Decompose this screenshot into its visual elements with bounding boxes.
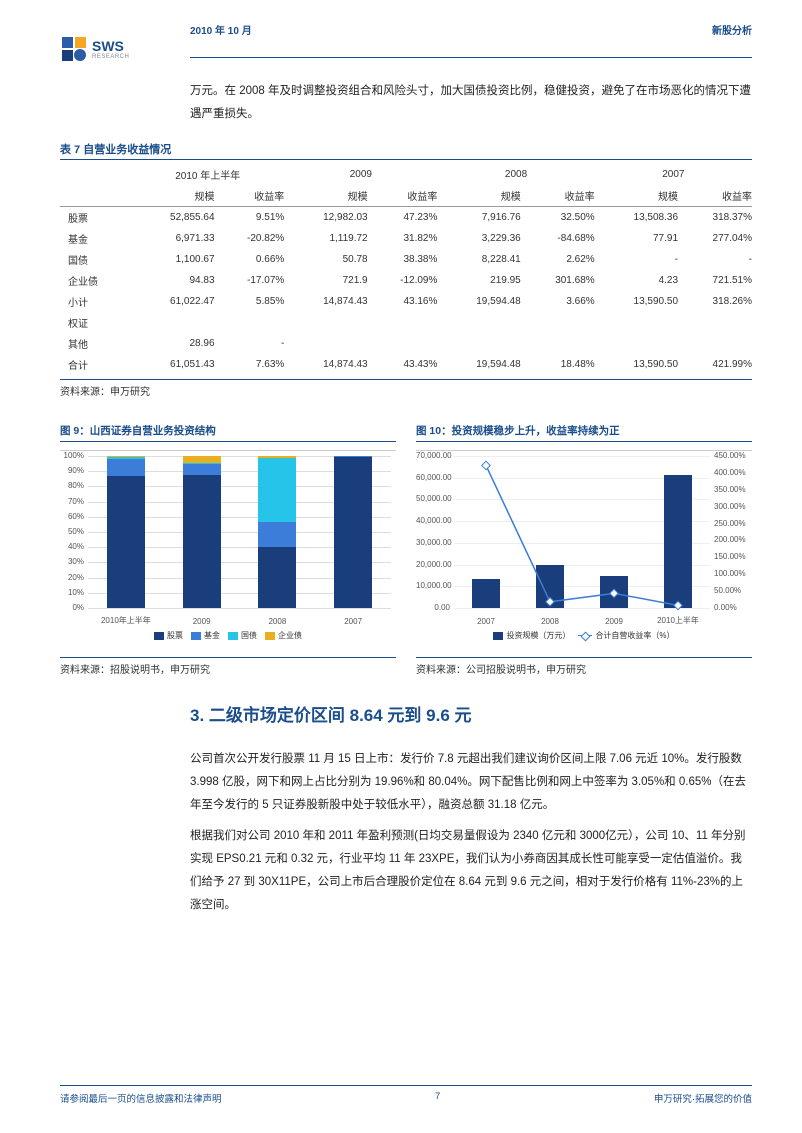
chart-10-legend: 投资规模（万元）合计自营收益率（%） [416, 630, 752, 641]
section-3-title: 3. 二级市场定价区间 8.64 元到 9.6 元 [190, 701, 752, 726]
footer: 请参阅最后一页的信息披露和法律声明 7 申万研究·拓展您的价值 [60, 1085, 752, 1105]
chart-10-plot: 0.0010,000.0020,000.0030,000.0040,000.00… [416, 450, 752, 626]
footer-page: 7 [435, 1091, 440, 1105]
chart-9-plot: 0%10%20%30%40%50%60%70%80%90%100%2010年上半… [60, 450, 396, 626]
chart-9-legend: 股票基金国债企业债 [60, 630, 396, 641]
logo-sub: RESEARCH [92, 54, 129, 60]
footer-right: 申万研究·拓展您的价值 [654, 1091, 752, 1105]
table-source: 资料来源：申万研究 [60, 379, 752, 398]
chart-9-title: 图 9：山西证券自营业务投资结构 [60, 423, 396, 442]
logo: SWS RESEARCH [60, 35, 129, 63]
chart-9-container: 图 9：山西证券自营业务投资结构 0%10%20%30%40%50%60%70%… [60, 423, 396, 676]
header-rule [190, 57, 752, 58]
footer-left: 请参阅最后一页的信息披露和法律声明 [60, 1091, 222, 1105]
header-date: 2010 年 10 月 [190, 22, 252, 37]
chart-10-container: 图 10：投资规模稳步上升，收益率持续为正 0.0010,000.0020,00… [416, 423, 752, 676]
section-3-p1: 公司首次公开发行股票 11 月 15 日上市：发行价 7.8 元超出我们建议询价… [190, 748, 752, 817]
chart-9-source: 资料来源：招股说明书，申万研究 [60, 657, 396, 676]
logo-brand: SWS [92, 38, 129, 54]
logo-icon [60, 35, 88, 63]
table-title: 表 7 自营业务收益情况 [60, 141, 752, 160]
proprietary-business-table: 2010 年上半年200920082007 规模收益率规模收益率规模收益率规模收… [60, 164, 752, 375]
section-3-p2: 根据我们对公司 2010 年和 2011 年盈利预测(日均交易量假设为 2340… [190, 825, 752, 917]
header-category: 新股分析 [712, 22, 752, 37]
chart-10-title: 图 10：投资规模稳步上升，收益率持续为正 [416, 423, 752, 442]
chart-10-source: 资料来源：公司招股说明书，申万研究 [416, 657, 752, 676]
intro-paragraph: 万元。在 2008 年及时调整投资组合和风险头寸，加大国债投资比例，稳健投资，避… [190, 80, 752, 126]
